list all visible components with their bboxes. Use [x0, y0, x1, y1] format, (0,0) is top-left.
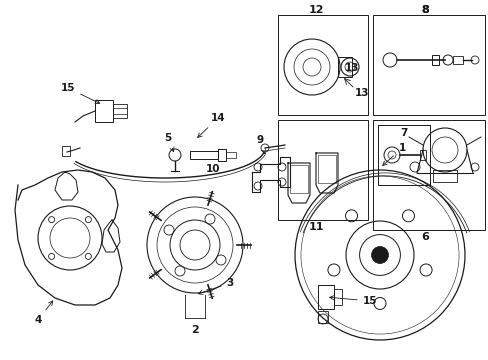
Bar: [372, 15, 484, 115]
Text: 8: 8: [420, 5, 428, 15]
Text: 11: 11: [307, 222, 323, 232]
Bar: [333, 289, 341, 305]
Text: 7: 7: [400, 128, 407, 138]
Bar: [218, 149, 225, 161]
Text: 13: 13: [354, 88, 368, 98]
Text: 12: 12: [307, 5, 323, 15]
Bar: [432, 170, 456, 182]
Bar: [225, 152, 236, 158]
Bar: [431, 55, 438, 65]
Bar: [62, 146, 70, 156]
Bar: [278, 15, 367, 115]
Text: 9: 9: [256, 135, 265, 153]
Text: 10: 10: [205, 164, 220, 174]
Text: 5: 5: [164, 133, 174, 152]
Bar: [113, 104, 127, 118]
Bar: [419, 150, 425, 160]
Text: 4: 4: [34, 301, 53, 325]
Text: 15: 15: [329, 296, 376, 306]
Text: 3: 3: [198, 278, 233, 294]
Bar: [377, 125, 429, 185]
Text: 13: 13: [344, 63, 359, 73]
Bar: [372, 120, 484, 230]
Text: 1: 1: [382, 143, 405, 166]
Text: 2: 2: [191, 325, 199, 335]
Bar: [190, 151, 218, 159]
Bar: [452, 56, 462, 64]
Text: 8: 8: [420, 5, 428, 15]
Circle shape: [371, 247, 387, 264]
Bar: [317, 155, 335, 183]
Bar: [289, 165, 307, 193]
Text: 15: 15: [61, 83, 100, 103]
Bar: [278, 120, 367, 220]
Bar: [317, 311, 327, 323]
Text: 14: 14: [197, 113, 225, 138]
Bar: [337, 57, 351, 77]
Bar: [95, 100, 113, 122]
Bar: [317, 285, 333, 309]
Text: 6: 6: [420, 232, 428, 242]
